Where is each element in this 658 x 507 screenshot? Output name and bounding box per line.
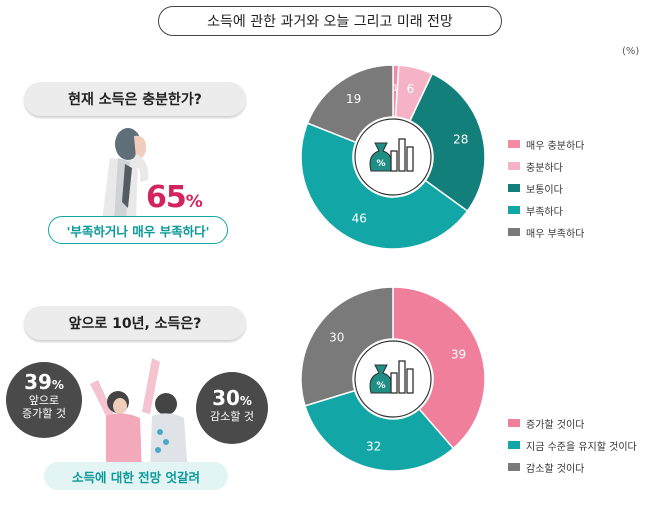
- legend2-label-1: 지금 수준을 유지할 것이다: [526, 441, 637, 453]
- question-future-income: 앞으로 10년, 소득은?: [24, 306, 246, 340]
- legend1-item-2: 보통이다: [508, 177, 584, 199]
- legend1-item-3: 부족하다: [508, 199, 584, 221]
- legend1-label-4: 매우 부족하다: [526, 228, 585, 240]
- donut1-value-label-1: 6: [407, 82, 415, 96]
- legend1-swatch-2: [508, 184, 520, 192]
- donut2-value-label-0: 39: [451, 347, 466, 361]
- donut1-slice-4: [306, 64, 394, 144]
- bar-chart-icon: [390, 360, 414, 394]
- donut2-value-label-1: 32: [366, 439, 381, 453]
- donut-chart-future: 39 32 30%: [300, 286, 486, 472]
- legend2-swatch-1: [508, 441, 520, 449]
- legend2-item-0: 증가할 것이다: [508, 412, 637, 434]
- svg-text:%: %: [376, 159, 385, 169]
- donut2-slice-0: [392, 286, 486, 450]
- svg-text:%: %: [376, 381, 385, 391]
- future-answer-pill: 소득에 대한 전망 엇갈려: [44, 462, 228, 490]
- donut1-value-label-0: 1: [392, 84, 398, 94]
- legend1-label-1: 충분하다: [526, 162, 563, 174]
- legend1-label-0: 매우 충분하다: [526, 140, 585, 152]
- worried-person-illustration: [102, 128, 149, 220]
- current-insufficient-percent: 65%: [146, 180, 203, 215]
- donut-chart-current: 1 6 28 46 19%: [300, 64, 486, 250]
- donut1-value-label-4: 19: [346, 92, 361, 106]
- legend2-label-0: 증가할 것이다: [526, 419, 585, 431]
- increase-bubble: 39% 앞으로 증가할 것: [6, 362, 82, 438]
- page-title: 소득에 관한 과거와 오늘 그리고 미래 전망: [158, 6, 502, 36]
- legend2-item-1: 지금 수준을 유지할 것이다: [508, 434, 637, 456]
- legend1-label-2: 보통이다: [526, 184, 563, 196]
- legend1-item-4: 매우 부족하다: [508, 221, 584, 243]
- donut2-slice-2: [300, 286, 394, 407]
- decrease-bubble: 30% 감소할 것: [196, 372, 268, 444]
- two-people-illustration: [90, 358, 188, 474]
- legend1-swatch-1: [508, 162, 520, 170]
- question-current-income: 현재 소득은 충분한가?: [24, 82, 246, 116]
- legend1-label-3: 부족하다: [526, 206, 563, 218]
- legend1-item-1: 충분하다: [508, 155, 584, 177]
- unit-label: (%): [622, 46, 640, 57]
- donut1-slice-3: [300, 122, 469, 250]
- legend1-swatch-3: [508, 206, 520, 214]
- donut2-slice-1: [304, 389, 455, 472]
- legend1-item-0: 매우 충분하다: [508, 133, 584, 155]
- donut2-value-label-2: 30: [329, 330, 344, 344]
- legend2-swatch-2: [508, 463, 520, 471]
- donut1-value-label-2: 28: [453, 133, 468, 147]
- bar-chart-icon: [390, 138, 414, 172]
- legend2-swatch-0: [508, 419, 520, 427]
- legend1-swatch-4: [508, 228, 520, 236]
- current-answer-pill: '부족하거나 매우 부족하다': [48, 216, 228, 244]
- donut1-value-label-3: 46: [352, 211, 367, 225]
- legend1-swatch-0: [508, 140, 520, 148]
- donut1-slice-2: [409, 72, 486, 213]
- legend2-label-2: 감소할 것이다: [526, 463, 585, 475]
- legend2-item-2: 감소할 것이다: [508, 456, 637, 478]
